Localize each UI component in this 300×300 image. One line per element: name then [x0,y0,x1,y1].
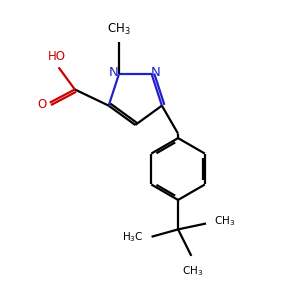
Text: CH$_3$: CH$_3$ [182,264,203,278]
Text: CH$_3$: CH$_3$ [107,22,131,37]
Text: N: N [150,65,160,79]
Text: N: N [109,65,118,79]
Text: CH$_3$: CH$_3$ [214,214,236,228]
Text: O: O [38,98,47,111]
Text: HO: HO [48,50,66,63]
Text: H$_3$C: H$_3$C [122,230,143,244]
